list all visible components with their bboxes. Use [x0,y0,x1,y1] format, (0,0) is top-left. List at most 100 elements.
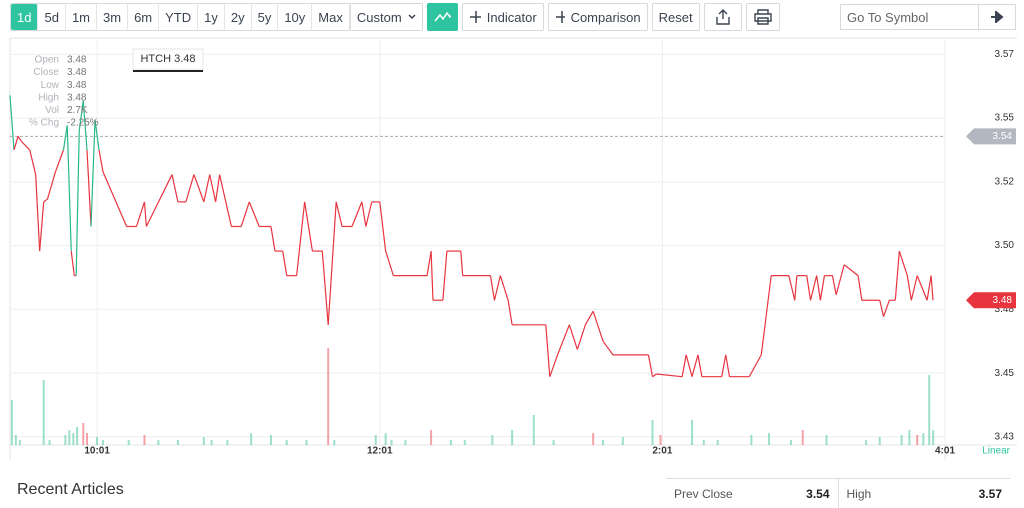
volume-bar [716,440,719,445]
price-line [816,275,822,301]
volume-bar [789,440,792,445]
volume-bar [143,435,146,445]
range-button[interactable]: 1d [11,4,39,30]
price-line [809,275,818,301]
price-line [764,275,772,325]
price-line [906,275,912,301]
stat: High 3.57 [837,479,1011,508]
comparison-button[interactable]: Comparison [547,3,648,31]
price-line [748,354,762,378]
range-button[interactable]: 1y [198,4,225,30]
volume-bar [18,440,21,445]
price-line [819,275,826,301]
price-line [879,300,885,317]
info-value: -2.25% [67,118,99,129]
caret [408,14,416,20]
volume-bar [750,435,753,445]
volume-bar [602,440,605,445]
price-line [215,174,221,202]
range-button[interactable]: YTD [159,4,199,30]
price-line [82,100,88,151]
volume-bar [928,375,931,445]
price-line [857,275,863,301]
price-line [361,201,367,227]
volume-bar [702,440,705,445]
plus-icon [469,11,481,23]
volume-bar [176,440,179,445]
range-button[interactable]: Max [312,4,350,30]
price-line [916,275,928,301]
volume-bar [157,440,160,445]
price-line [365,201,373,227]
price-line [248,201,260,227]
price-line [385,250,394,276]
reset-button[interactable]: Reset [651,3,700,31]
price-line [219,174,232,227]
scale-label: Linear [982,446,1010,457]
volume-bar [374,435,377,445]
indicator-button[interactable]: Indicator [461,3,544,31]
price-line [54,149,65,173]
plot-bg [10,38,1017,460]
range-button[interactable]: 3m [97,4,129,30]
info-value: 2.7K [67,105,88,116]
volume-bar [102,440,105,445]
price-line [568,324,578,350]
price-line [321,251,329,325]
info-label: Close [33,67,59,78]
stat-value: 3.54 [806,486,830,501]
range-button[interactable]: 6m [128,4,160,30]
price-line [43,198,48,203]
search-go[interactable] [978,5,1015,29]
x-tick-label: 2:01 [652,446,672,457]
y-tick-label: 3.52 [995,177,1015,188]
price-line [135,201,146,227]
price-line [78,100,84,131]
volume-bar [86,433,89,445]
price-line [9,95,15,151]
range-button[interactable]: 1m [65,4,97,30]
price-line [21,141,31,151]
price-line [62,125,68,151]
price-line [29,149,37,175]
y-tick-label: 3.45 [995,368,1015,379]
price-line [685,354,693,377]
x-tick-label: 10:01 [84,446,110,457]
price-line [760,324,766,355]
share-button[interactable] [703,3,742,31]
price-line [584,310,594,326]
custom-button[interactable]: Custom [350,3,423,31]
print-button[interactable] [745,3,780,31]
price-line [270,226,276,252]
range-button[interactable]: 5d [38,4,66,30]
volume-bar [491,435,494,445]
volume-bar [908,430,911,445]
price-line [86,149,92,227]
price-line [70,250,75,276]
range-button[interactable]: 5y [251,4,279,30]
indicator-label: Indicator [486,9,537,25]
price-line [143,201,147,227]
price-line [102,171,110,186]
price-line [647,354,654,377]
info-label: Low [41,80,60,91]
volume-bar [900,435,903,445]
price-line [193,174,205,203]
chart-style-button[interactable] [426,3,458,31]
range-button[interactable]: 2y [224,4,252,30]
volume-bar [10,400,13,445]
price-line [98,149,104,172]
info-value: 3.48 [67,55,87,66]
volume-bar [878,437,881,445]
volume-bar [463,440,466,445]
volume-bar [48,440,51,445]
price-line [721,354,727,377]
price-line [108,185,128,227]
price-line [545,324,551,377]
toolbar: 1d 5d 1m 3m 6m YTD 1y 2y 5y 10y Max Custom Indicat… [10,3,780,31]
symbol-search[interactable]: Go To Symbol [840,4,1016,30]
range-button[interactable]: 10y [278,4,313,30]
price-line [894,251,900,301]
price-line [66,125,72,252]
volume-bar [621,437,624,445]
